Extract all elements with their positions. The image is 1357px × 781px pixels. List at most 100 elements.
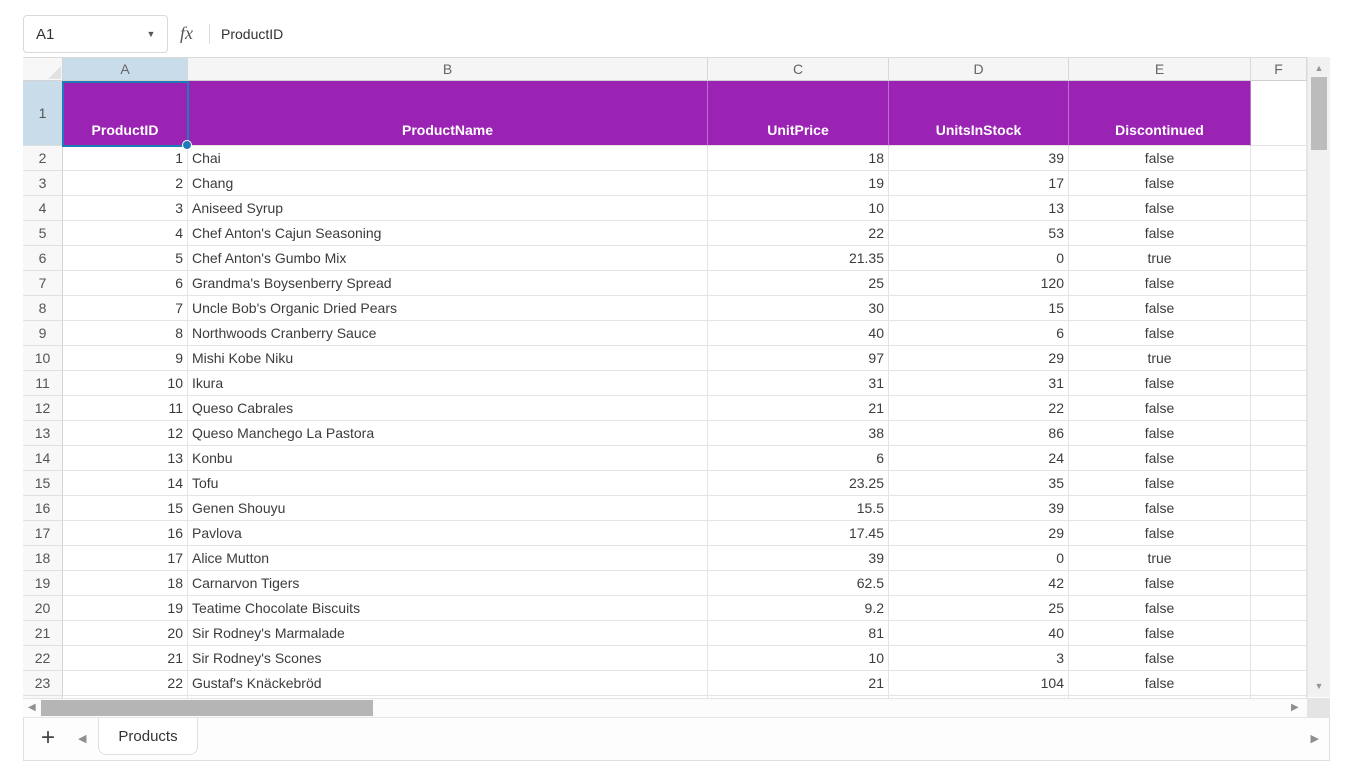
cell-E11[interactable]: false	[1069, 371, 1251, 396]
cell-C7[interactable]: 25	[708, 271, 889, 296]
cell-B16[interactable]: Genen Shouyu	[188, 496, 708, 521]
cell-A19[interactable]: 18	[63, 571, 188, 596]
cell-E5[interactable]: false	[1069, 221, 1251, 246]
cell-F8[interactable]	[1251, 296, 1307, 321]
sheet-nav-prev-icon[interactable]: ◀	[78, 733, 87, 745]
cell-E12[interactable]: false	[1069, 396, 1251, 421]
cell-B5[interactable]: Chef Anton's Cajun Seasoning	[188, 221, 708, 246]
scroll-right-icon[interactable]: ▶	[1291, 702, 1299, 713]
row-header-14[interactable]: 14	[23, 446, 63, 471]
row-header-19[interactable]: 19	[23, 571, 63, 596]
row-header-17[interactable]: 17	[23, 521, 63, 546]
cell-C13[interactable]: 38	[708, 421, 889, 446]
cell-B3[interactable]: Chang	[188, 171, 708, 196]
cell-C12[interactable]: 21	[708, 396, 889, 421]
cell-D8[interactable]: 15	[889, 296, 1069, 321]
cell-A12[interactable]: 11	[63, 396, 188, 421]
row-header-5[interactable]: 5	[23, 221, 63, 246]
scroll-down-icon[interactable]: ▼	[1314, 681, 1324, 691]
row-header-22[interactable]: 22	[23, 646, 63, 671]
row-header-13[interactable]: 13	[23, 421, 63, 446]
cell-C23[interactable]: 21	[708, 671, 889, 696]
cell-F10[interactable]	[1251, 346, 1307, 371]
cell-partial[interactable]	[1069, 696, 1251, 698]
cell-C6[interactable]: 21.35	[708, 246, 889, 271]
cell-B2[interactable]: Chai	[188, 146, 708, 171]
cell-F6[interactable]	[1251, 246, 1307, 271]
vertical-scrollbar[interactable]: ▲ ▼	[1307, 57, 1330, 697]
cell-E1[interactable]: Discontinued	[1069, 81, 1251, 146]
cell-B23[interactable]: Gustaf's Knäckebröd	[188, 671, 708, 696]
cell-B1[interactable]: ProductName	[188, 81, 708, 146]
cell-B10[interactable]: Mishi Kobe Niku	[188, 346, 708, 371]
cell-F9[interactable]	[1251, 321, 1307, 346]
cell-C22[interactable]: 10	[708, 646, 889, 671]
cell-C5[interactable]: 22	[708, 221, 889, 246]
cell-B8[interactable]: Uncle Bob's Organic Dried Pears	[188, 296, 708, 321]
cell-partial[interactable]	[708, 696, 889, 698]
cell-F4[interactable]	[1251, 196, 1307, 221]
cell-D9[interactable]: 6	[889, 321, 1069, 346]
cell-D12[interactable]: 22	[889, 396, 1069, 421]
cell-B11[interactable]: Ikura	[188, 371, 708, 396]
cell-D13[interactable]: 86	[889, 421, 1069, 446]
cell-D20[interactable]: 25	[889, 596, 1069, 621]
name-box-dropdown-icon[interactable]: ▼	[146, 29, 156, 39]
cell-C15[interactable]: 23.25	[708, 471, 889, 496]
cell-B7[interactable]: Grandma's Boysenberry Spread	[188, 271, 708, 296]
cell-F3[interactable]	[1251, 171, 1307, 196]
cell-D18[interactable]: 0	[889, 546, 1069, 571]
cell-F15[interactable]	[1251, 471, 1307, 496]
cell-E2[interactable]: false	[1069, 146, 1251, 171]
cell-D11[interactable]: 31	[889, 371, 1069, 396]
cell-D5[interactable]: 53	[889, 221, 1069, 246]
cell-E13[interactable]: false	[1069, 421, 1251, 446]
cell-A23[interactable]: 22	[63, 671, 188, 696]
cell-B12[interactable]: Queso Cabrales	[188, 396, 708, 421]
cell-C2[interactable]: 18	[708, 146, 889, 171]
cell-F7[interactable]	[1251, 271, 1307, 296]
fill-handle[interactable]	[182, 140, 192, 150]
cell-D15[interactable]: 35	[889, 471, 1069, 496]
row-header-18[interactable]: 18	[23, 546, 63, 571]
cell-C21[interactable]: 81	[708, 621, 889, 646]
cell-D3[interactable]: 17	[889, 171, 1069, 196]
cell-partial[interactable]	[889, 696, 1069, 698]
cell-D22[interactable]: 3	[889, 646, 1069, 671]
cell-E8[interactable]: false	[1069, 296, 1251, 321]
cell-F17[interactable]	[1251, 521, 1307, 546]
column-header-C[interactable]: C	[708, 58, 889, 81]
cell-F14[interactable]	[1251, 446, 1307, 471]
cell-A21[interactable]: 20	[63, 621, 188, 646]
cell-B20[interactable]: Teatime Chocolate Biscuits	[188, 596, 708, 621]
cell-F20[interactable]	[1251, 596, 1307, 621]
cell-A8[interactable]: 7	[63, 296, 188, 321]
cell-C1[interactable]: UnitPrice	[708, 81, 889, 146]
cell-partial[interactable]	[188, 696, 708, 698]
cell-F12[interactable]	[1251, 396, 1307, 421]
cell-D21[interactable]: 40	[889, 621, 1069, 646]
cell-B13[interactable]: Queso Manchego La Pastora	[188, 421, 708, 446]
cell-A17[interactable]: 16	[63, 521, 188, 546]
cell-D23[interactable]: 104	[889, 671, 1069, 696]
cell-A15[interactable]: 14	[63, 471, 188, 496]
row-header-21[interactable]: 21	[23, 621, 63, 646]
cell-C4[interactable]: 10	[708, 196, 889, 221]
row-header-20[interactable]: 20	[23, 596, 63, 621]
cell-B9[interactable]: Northwoods Cranberry Sauce	[188, 321, 708, 346]
vertical-scroll-thumb[interactable]	[1311, 77, 1327, 150]
cell-C3[interactable]: 19	[708, 171, 889, 196]
row-header-2[interactable]: 2	[23, 146, 63, 171]
cell-F23[interactable]	[1251, 671, 1307, 696]
cell-C9[interactable]: 40	[708, 321, 889, 346]
cell-E9[interactable]: false	[1069, 321, 1251, 346]
column-header-E[interactable]: E	[1069, 58, 1251, 81]
cell-C16[interactable]: 15.5	[708, 496, 889, 521]
sheet-nav-next-icon[interactable]: ▶	[1310, 733, 1319, 745]
cell-F18[interactable]	[1251, 546, 1307, 571]
cell-F21[interactable]	[1251, 621, 1307, 646]
row-header-1[interactable]: 1	[23, 81, 63, 146]
cell-F19[interactable]	[1251, 571, 1307, 596]
cell-D17[interactable]: 29	[889, 521, 1069, 546]
cell-B19[interactable]: Carnarvon Tigers	[188, 571, 708, 596]
